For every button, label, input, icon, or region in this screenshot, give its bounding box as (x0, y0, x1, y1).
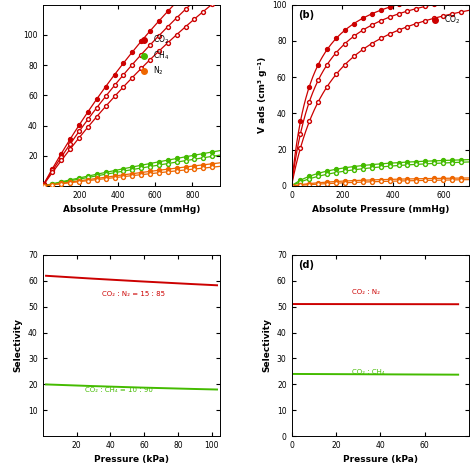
Text: (d): (d) (299, 260, 315, 270)
X-axis label: Absolute Pressure (mmHg): Absolute Pressure (mmHg) (312, 205, 449, 214)
X-axis label: Absolute Pressure (mmHg): Absolute Pressure (mmHg) (63, 205, 200, 214)
Text: (b): (b) (299, 10, 315, 20)
Text: CO₂ : N₂: CO₂ : N₂ (352, 289, 380, 295)
Y-axis label: V ads (cm³ g⁻¹): V ads (cm³ g⁻¹) (257, 57, 266, 134)
Text: CO₂ : CH₄ = 10 : 90: CO₂ : CH₄ = 10 : 90 (85, 387, 153, 393)
X-axis label: Pressure (kPa): Pressure (kPa) (343, 456, 418, 465)
X-axis label: Pressure (kPa): Pressure (kPa) (94, 456, 169, 465)
Legend: CO$_2$, CH$_4$, N$_2$: CO$_2$, CH$_4$, N$_2$ (133, 31, 173, 81)
Y-axis label: Selectivity: Selectivity (262, 319, 271, 373)
Legend: CO$_2$: CO$_2$ (424, 10, 464, 29)
Y-axis label: Selectivity: Selectivity (13, 319, 22, 373)
Text: CO₂ : CH₄: CO₂ : CH₄ (352, 369, 384, 375)
Text: CO₂ : N₂ = 15 : 85: CO₂ : N₂ = 15 : 85 (102, 291, 165, 297)
